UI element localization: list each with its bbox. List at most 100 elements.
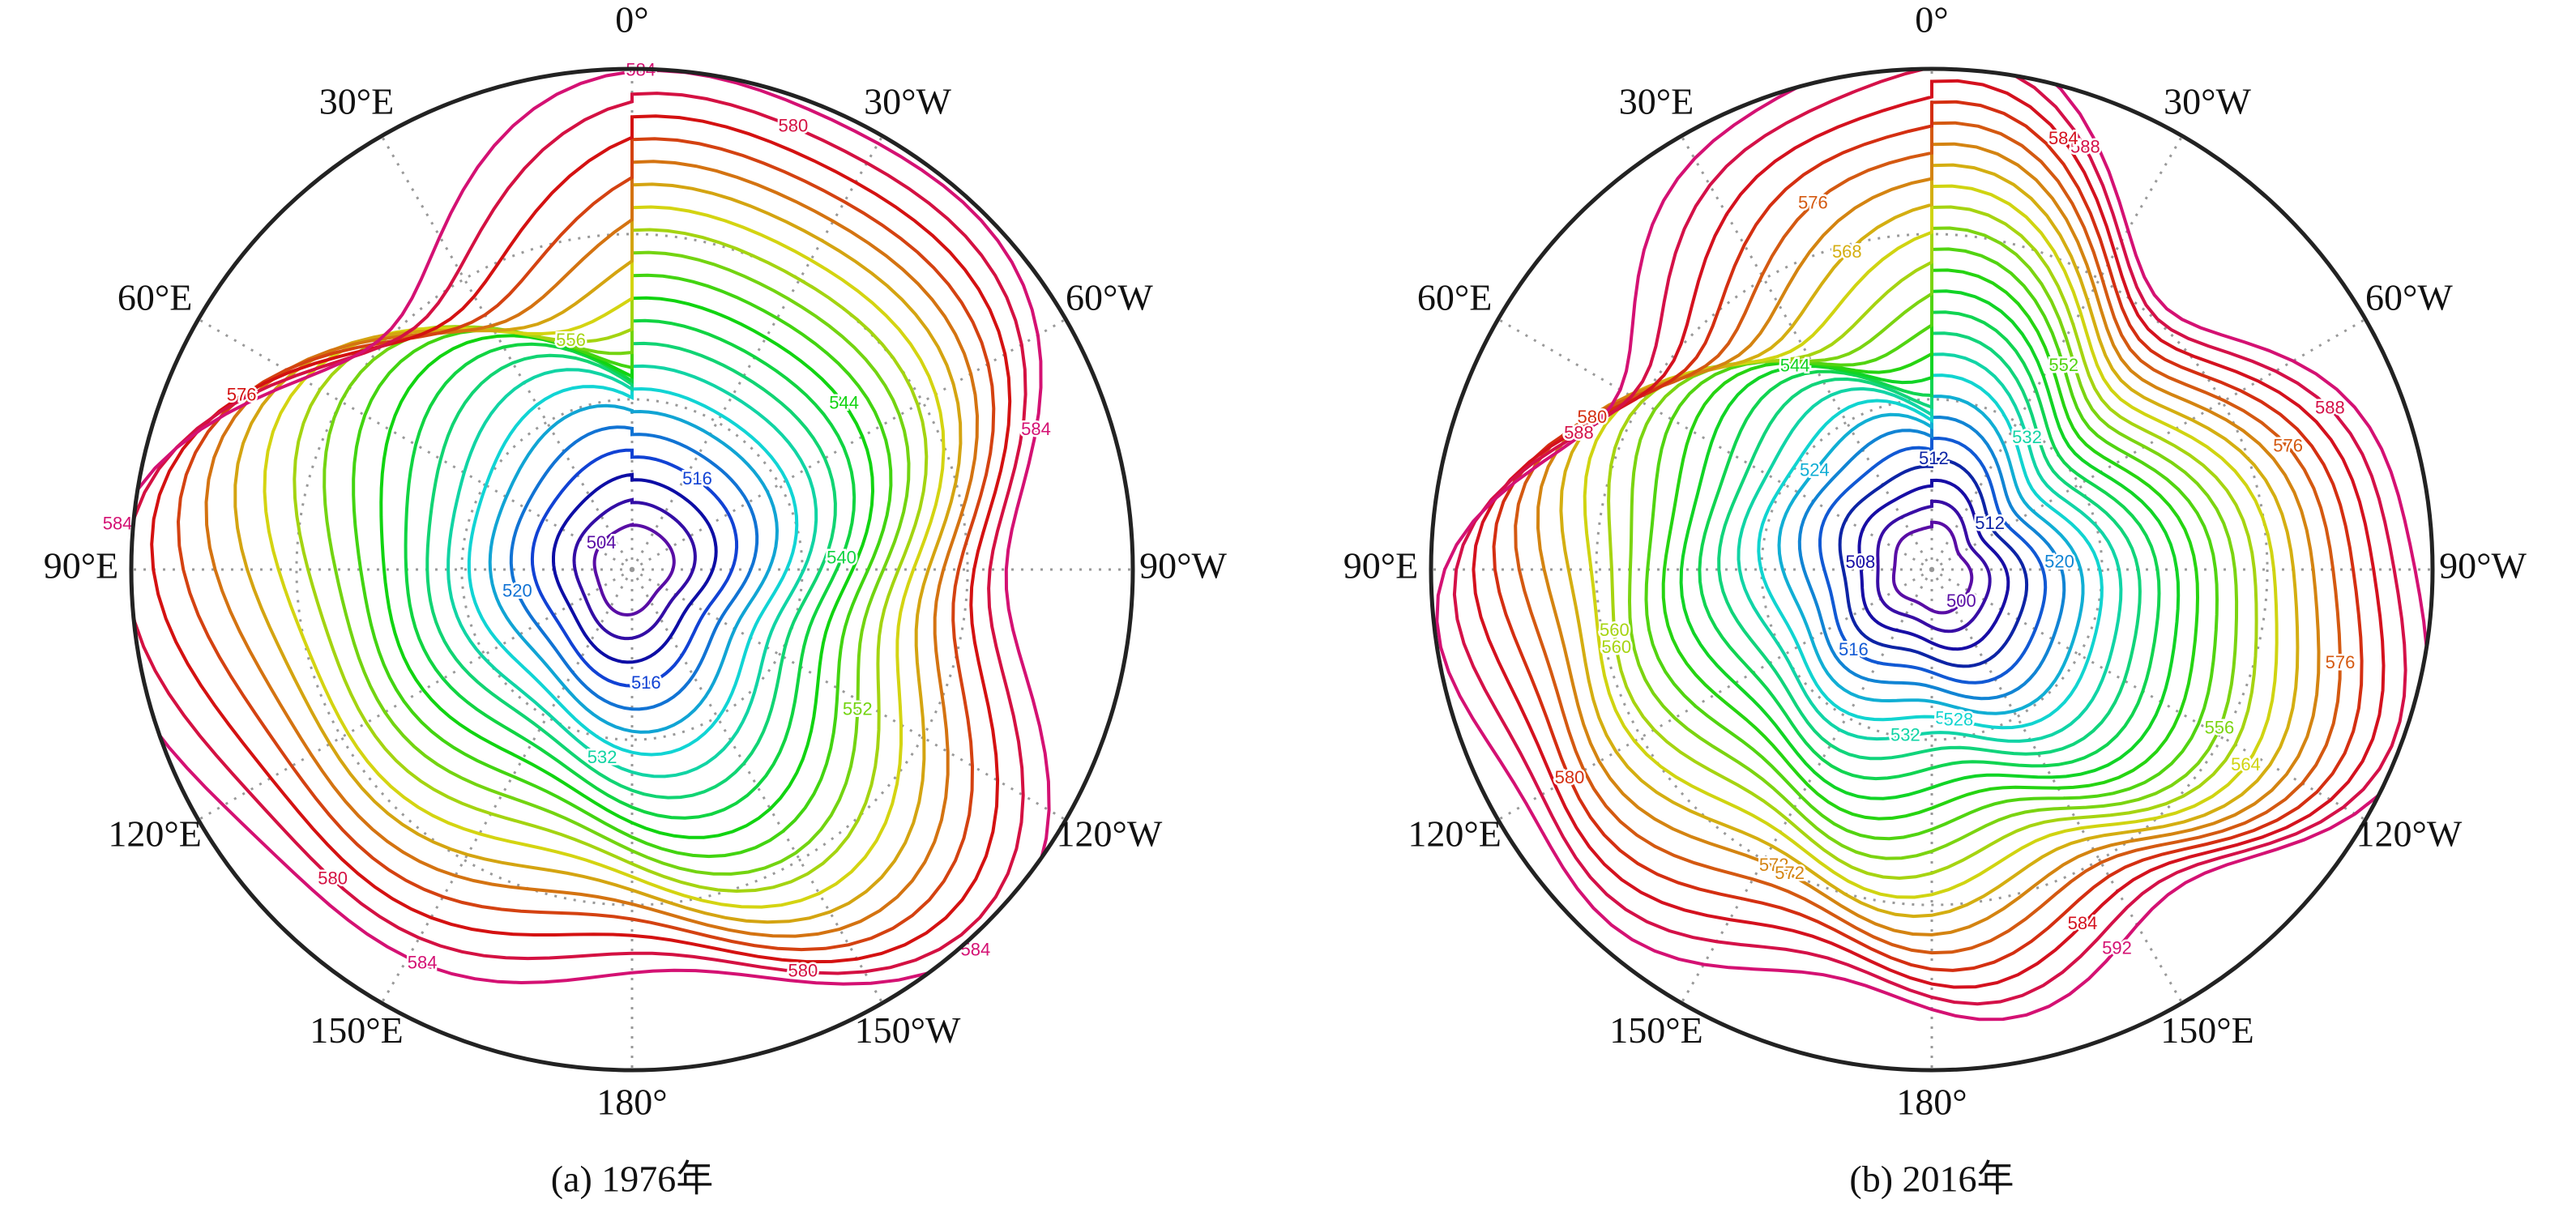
longitude-label: 0° <box>1915 0 1948 41</box>
contour-label: 524 <box>1800 459 1830 480</box>
longitude-label: 60°W <box>1066 277 1153 318</box>
contour-label: 560 <box>1601 637 1631 657</box>
contour-label: 544 <box>1780 355 1810 375</box>
contour-line <box>1679 289 2181 800</box>
contour-label: 528 <box>1944 709 1974 729</box>
latitude-circle <box>1760 398 2104 741</box>
longitude-label: 30°E <box>319 80 395 122</box>
contour-label: 588 <box>2070 136 2100 156</box>
meridian <box>1930 569 2184 1004</box>
contour-line <box>1698 310 2161 781</box>
contour-line <box>233 182 963 924</box>
contour-label: 512 <box>1919 448 1949 468</box>
contour-label: 556 <box>556 330 586 350</box>
contour-line <box>446 364 818 779</box>
contour-label: 508 <box>1846 552 1876 572</box>
contour-line <box>1818 436 2048 685</box>
contour-line <box>131 92 1027 975</box>
contour-label: 552 <box>2048 355 2078 375</box>
contour-line <box>1717 331 2142 761</box>
longitude-label: 150°E <box>310 1009 404 1051</box>
contour-label: 528 <box>1935 707 1965 727</box>
contour-line <box>530 448 739 688</box>
contour-label: 532 <box>1890 725 1920 745</box>
contour-label: 516 <box>682 468 712 489</box>
longitude-label: 150°E <box>2160 1009 2254 1051</box>
contour-label: 584 <box>2048 128 2078 148</box>
contour-line <box>509 425 759 711</box>
contour-line <box>425 341 837 800</box>
contour-label: 592 <box>2102 937 2132 958</box>
map-boundary <box>129 66 1135 1073</box>
meridian <box>1931 568 2366 821</box>
contour-label: 580 <box>1578 407 1608 427</box>
contour-line <box>176 137 996 952</box>
contour-line <box>1777 395 2085 715</box>
longitude-label: 30°W <box>864 80 951 122</box>
longitude-label: 150°E <box>1609 1009 1703 1051</box>
latitude-circle <box>1595 233 2269 907</box>
longitude-label: 30°E <box>1619 80 1694 122</box>
contour-label: 580 <box>778 116 808 136</box>
contour-label: 580 <box>788 961 818 981</box>
contour-label: 576 <box>227 384 257 404</box>
contour-line <box>1492 100 2364 972</box>
contour-label: 544 <box>829 392 859 412</box>
contour-label: 576 <box>1798 193 1828 213</box>
contour-label: 556 <box>2205 718 2235 738</box>
contour-line <box>1797 415 2066 701</box>
contour-label: 500 <box>1946 591 1976 611</box>
longitude-label: 120°W <box>1056 813 1162 855</box>
longitude-label: 60°W <box>2365 277 2453 318</box>
contour-line <box>293 228 929 894</box>
contour-line <box>1757 373 2104 730</box>
contour-label: 512 <box>1975 513 2005 533</box>
contour-label: 568 <box>1832 241 1862 262</box>
longitude-label: 30°W <box>2164 80 2251 122</box>
longitude-label: 60°E <box>117 277 193 318</box>
contour-line <box>131 69 1051 986</box>
contour-label: 520 <box>502 580 532 600</box>
caption: (a) 1976年 <box>551 1158 714 1200</box>
contour-line <box>379 296 875 839</box>
longitude-label: 90°W <box>1139 545 1227 587</box>
contour-label: 560 <box>1600 620 1630 640</box>
contour-label: 516 <box>631 672 661 693</box>
contour-label: 516 <box>1839 639 1869 659</box>
contour-line <box>323 250 911 876</box>
contour-line <box>1514 121 2342 955</box>
longitude-label: 120°E <box>1408 813 1502 855</box>
contour-line <box>1661 268 2200 821</box>
longitude-label: 180° <box>1896 1082 1967 1123</box>
contour-line <box>1857 478 2010 651</box>
map-boundary <box>1429 66 2435 1073</box>
map-panel: 5885845805765725685645605325285245205165… <box>1344 0 2527 1200</box>
contour-line <box>150 114 1012 964</box>
longitude-label: 180° <box>596 1082 667 1123</box>
contour-label: 552 <box>843 699 873 719</box>
contour-line <box>552 472 718 664</box>
contour-line <box>1876 499 1992 634</box>
contour-line <box>1627 226 2239 860</box>
longitude-label: 0° <box>615 0 648 41</box>
contour-label: 584 <box>408 953 438 973</box>
meridian <box>198 568 633 821</box>
contour-label: 576 <box>2273 435 2303 455</box>
contour-label: 580 <box>1555 767 1585 787</box>
contour-line <box>1891 520 1974 615</box>
contour-label: 532 <box>2012 427 2042 447</box>
longitude-label: 90°W <box>2439 545 2527 587</box>
longitude-label: 90°E <box>1344 545 1419 587</box>
contour-line <box>1644 247 2219 841</box>
longitude-label: 150°W <box>855 1009 961 1051</box>
contour-label: 520 <box>2044 552 2074 572</box>
contour-line <box>404 318 857 820</box>
contour-label: 584 <box>2068 913 2098 933</box>
meridian <box>631 568 1066 821</box>
contour-line <box>572 497 697 641</box>
contour-line <box>1452 69 2407 1006</box>
contour-label: 576 <box>2326 652 2356 672</box>
contour-line <box>352 273 893 859</box>
longitude-label: 120°E <box>108 813 202 855</box>
